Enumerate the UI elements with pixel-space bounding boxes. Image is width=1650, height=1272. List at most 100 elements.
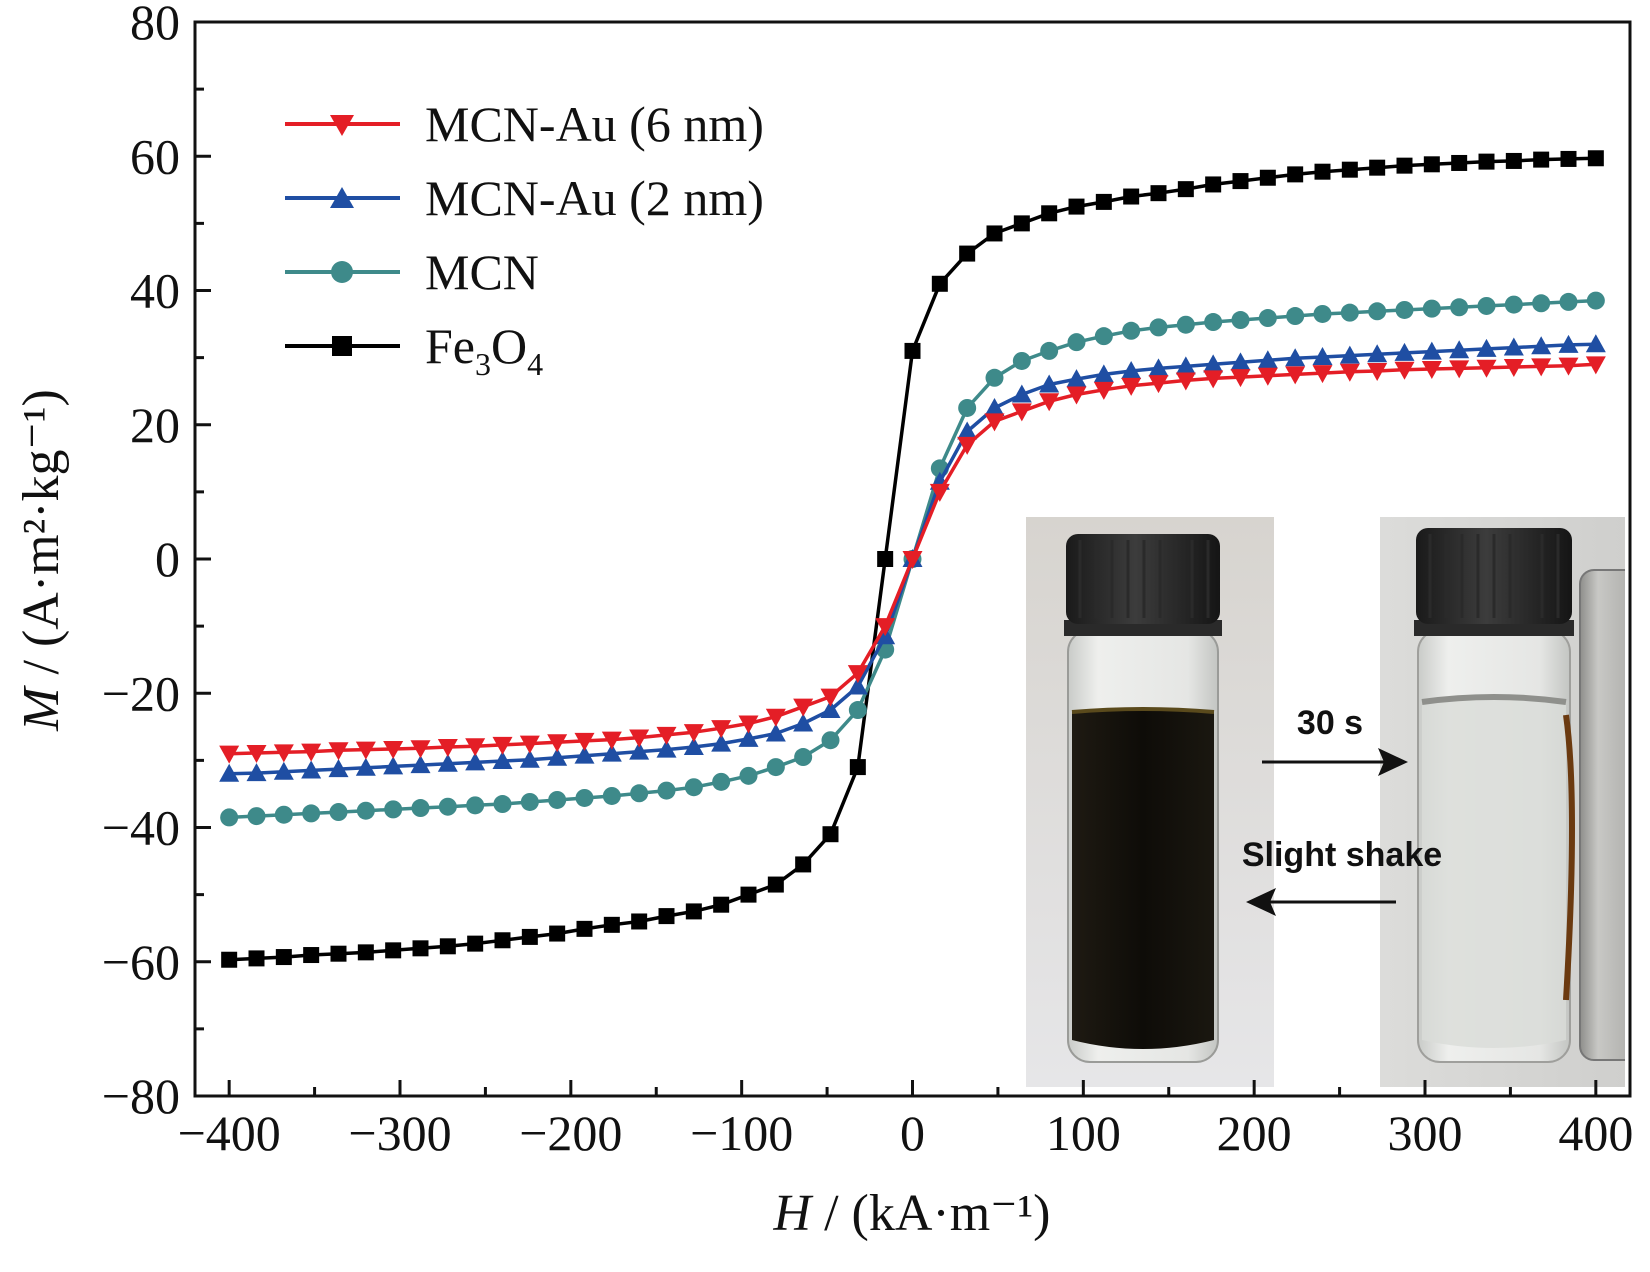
legend-item-mcn-au-2nm: MCN-Au (2 nm) [285,170,764,226]
data-point [631,913,648,930]
data-point [630,784,649,803]
data-point [1394,342,1415,361]
y-axis-title: M / (A·m²·kg⁻¹) [13,389,70,732]
legend-item-mcn: MCN [285,244,539,300]
data-point [1367,344,1388,363]
data-point [219,763,240,782]
data-point [1476,359,1497,378]
y-tick-label: 20 [130,397,180,453]
data-point [1148,375,1169,394]
data-point [1313,304,1332,323]
y-tick-label: −60 [102,934,180,990]
data-point [1094,327,1113,346]
data-point [1258,309,1277,328]
data-point [683,724,704,743]
data-point [246,744,267,763]
data-point [1586,291,1605,310]
data-point [1450,298,1469,317]
data-point [957,436,978,455]
data-point [275,949,292,966]
data-point [601,731,622,750]
data-point [822,826,839,843]
data-point [875,618,896,637]
data-point [1585,356,1606,375]
data-point [1259,169,1276,186]
data-point [1312,365,1333,384]
data-point [1176,315,1195,334]
data-point [273,761,294,780]
x-tick-label: −400 [178,1105,281,1161]
data-point [767,876,784,893]
data-point [355,757,376,776]
inset-arrows: 30 s Slight shake [1242,704,1442,916]
data-point [1123,188,1140,205]
data-point [410,740,431,759]
data-point [957,421,978,440]
data-point [438,797,457,816]
legend-marker-triangle-up [330,187,354,208]
data-point [1451,154,1468,171]
data-point [383,756,404,775]
x-tick-label: 100 [1046,1105,1121,1161]
x-axis-title: H / (kA·m⁻¹) [773,1185,1051,1242]
data-point [1558,357,1579,376]
data-point [1067,333,1086,352]
data-point [357,944,374,961]
data-point [1203,354,1224,373]
data-point [1394,361,1415,380]
data-point [412,940,429,957]
data-point [1011,403,1032,422]
legend-fe3o4-fe: Fe [425,318,475,374]
x-tick-label: 0 [900,1105,925,1161]
data-point [738,715,759,734]
series-0 [219,356,1606,764]
data-point [1503,359,1524,378]
y-axis-title-unit: / (A·m²·kg⁻¹) [13,389,70,687]
data-point [793,698,814,717]
data-point [739,766,758,785]
photo-left-vial-dispersed [1026,517,1274,1087]
legend-marker-circle [331,261,353,283]
data-point [575,788,594,807]
data-point [1587,150,1604,167]
data-point [1231,311,1250,330]
data-point [848,701,867,720]
data-point [1478,153,1495,170]
data-point [1449,360,1470,379]
data-point [1287,166,1304,183]
data-point [904,342,921,359]
data-point [1039,374,1060,393]
data-point [1257,350,1278,369]
data-point [847,676,868,695]
legend: MCN-Au (6 nm) MCN-Au (2 nm) MCN Fe3O4 [285,96,764,382]
data-point [519,749,540,768]
data-point [629,741,650,760]
x-tick-label: 400 [1558,1105,1633,1161]
data-point [1449,340,1470,359]
data-point [330,945,347,962]
data-point [439,938,456,955]
y-tick-label: 40 [130,263,180,319]
legend-fe3o4-sub4: 4 [527,346,543,382]
data-point [1013,215,1030,232]
data-point [602,786,621,805]
data-point [1503,337,1524,356]
data-point [713,896,730,913]
legend-fe3o4-o: O [491,318,527,374]
data-point [1396,157,1413,174]
data-point [1232,173,1249,190]
data-point [1369,159,1386,176]
data-point [657,781,676,800]
series-3 [221,150,1604,968]
data-point [820,688,841,707]
data-point [410,755,431,774]
y-tick-label: −40 [102,800,180,856]
data-point [1339,345,1360,364]
data-point [383,740,404,759]
data-point [1533,151,1550,168]
x-tick-label: −100 [690,1105,793,1161]
legend-marker-square [332,336,352,356]
data-point [221,951,238,968]
data-point [355,741,376,760]
data-point [740,886,757,903]
